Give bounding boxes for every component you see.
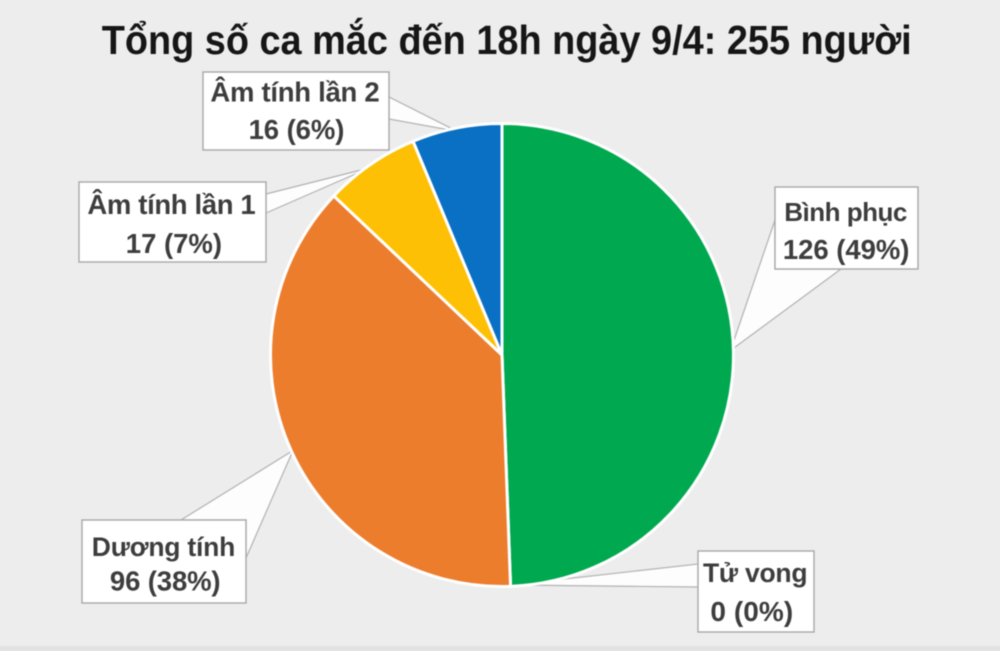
svg-text:96 (38%): 96 (38%) [110, 566, 221, 597]
svg-text:Tổng số ca mắc đến 18h ngày 9/: Tổng số ca mắc đến 18h ngày 9/4: 255 ngư… [102, 17, 912, 63]
svg-text:16 (6%): 16 (6%) [249, 114, 345, 145]
svg-text:Bình phục: Bình phục [784, 197, 907, 227]
svg-text:Âm tính lần 1: Âm tính lần 1 [87, 189, 255, 220]
svg-text:17 (7%): 17 (7%) [126, 228, 222, 259]
svg-text:Dương tính: Dương tính [92, 532, 236, 562]
svg-text:Tử vong: Tử vong [703, 558, 808, 588]
svg-text:Âm tính lần 2: Âm tính lần 2 [210, 77, 379, 108]
svg-text:0 (0%): 0 (0%) [710, 596, 793, 627]
svg-text:126 (49%): 126 (49%) [783, 234, 910, 265]
